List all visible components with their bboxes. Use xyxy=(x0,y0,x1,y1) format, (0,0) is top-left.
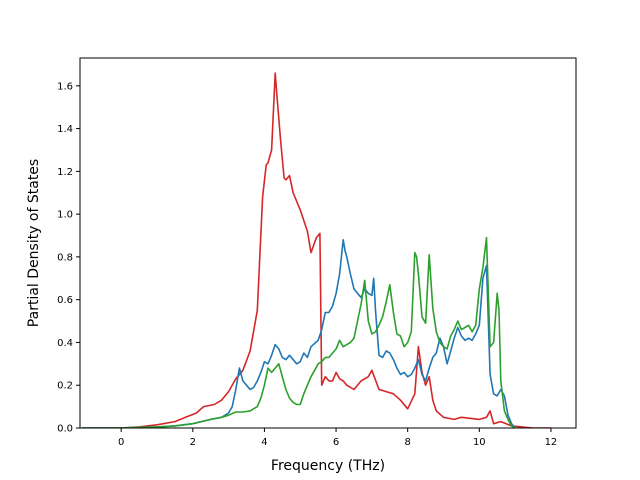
series-layer xyxy=(81,72,551,428)
x-tick-label: 2 xyxy=(190,437,196,448)
x-tick-label: 4 xyxy=(261,437,267,448)
y-tick-label: 1.4 xyxy=(57,124,73,135)
x-axis-label: Frequency (THz) xyxy=(271,458,385,474)
x-tick-label: 0 xyxy=(118,437,124,448)
y-axis-label: Partial Density of States xyxy=(26,159,42,327)
series-line-1 xyxy=(81,72,551,428)
y-tick-label: 0.2 xyxy=(57,381,73,392)
y-tick-label: 1.6 xyxy=(57,81,73,92)
y-tick-label: 1.0 xyxy=(57,210,73,221)
series-line-3 xyxy=(81,236,516,428)
x-tick-label: 10 xyxy=(473,437,486,448)
y-tick-label: 0.4 xyxy=(57,338,73,349)
plot-frame xyxy=(79,57,577,429)
y-tick-label: 0.6 xyxy=(57,295,73,306)
y-tick-label: 1.2 xyxy=(57,167,73,178)
x-axis: 0 2 4 6 8 10 12 xyxy=(118,428,557,448)
y-axis: 0.0 0.2 0.4 0.6 0.8 1.0 1.2 1.4 1.6 xyxy=(57,81,80,435)
y-tick-label: 0.0 xyxy=(57,424,73,435)
y-tick-label: 0.8 xyxy=(57,252,73,263)
x-tick-label: 6 xyxy=(333,437,339,448)
x-tick-label: 12 xyxy=(545,437,558,448)
series-line-2 xyxy=(81,239,516,428)
x-tick-label: 8 xyxy=(404,437,410,448)
